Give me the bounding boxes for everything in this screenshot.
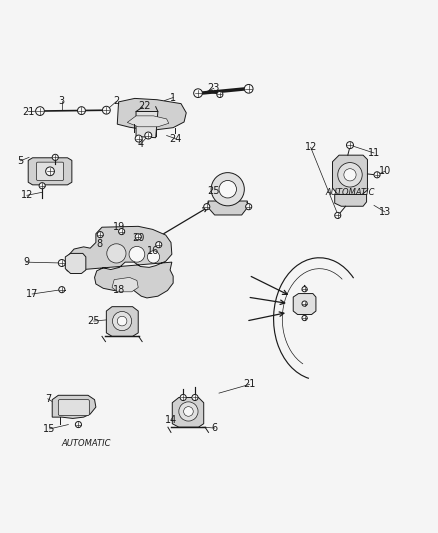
Polygon shape: [112, 277, 138, 292]
FancyBboxPatch shape: [58, 400, 89, 415]
Circle shape: [302, 287, 307, 292]
Circle shape: [246, 204, 252, 210]
Text: 14: 14: [165, 415, 177, 425]
Circle shape: [204, 204, 210, 210]
Text: 12: 12: [304, 142, 317, 152]
Text: 25: 25: [88, 316, 100, 326]
Circle shape: [119, 229, 125, 235]
Text: 20: 20: [132, 233, 145, 243]
Circle shape: [46, 167, 54, 176]
Circle shape: [75, 422, 81, 427]
Circle shape: [302, 301, 307, 306]
Circle shape: [52, 154, 58, 160]
Circle shape: [59, 287, 65, 293]
Circle shape: [344, 169, 356, 181]
Polygon shape: [172, 398, 204, 427]
Text: 22: 22: [138, 101, 151, 111]
Text: 2: 2: [113, 96, 120, 107]
Circle shape: [374, 172, 380, 178]
Polygon shape: [332, 155, 367, 195]
Circle shape: [35, 107, 44, 116]
Text: 11: 11: [368, 148, 380, 158]
Polygon shape: [67, 227, 173, 298]
Text: AUTOMATIC: AUTOMATIC: [61, 439, 110, 448]
Polygon shape: [106, 306, 138, 336]
Circle shape: [145, 132, 152, 139]
Circle shape: [335, 212, 341, 219]
Text: 8: 8: [97, 239, 103, 249]
Text: 19: 19: [113, 222, 126, 232]
Circle shape: [184, 407, 193, 416]
Text: 24: 24: [169, 134, 181, 143]
Text: 21: 21: [22, 107, 35, 117]
Polygon shape: [136, 111, 158, 138]
Polygon shape: [208, 201, 247, 215]
Circle shape: [58, 260, 65, 266]
Polygon shape: [293, 294, 316, 314]
Text: 13: 13: [379, 207, 391, 217]
Circle shape: [179, 402, 198, 421]
Circle shape: [148, 251, 159, 263]
Text: 17: 17: [26, 289, 38, 299]
Text: 12: 12: [21, 190, 33, 200]
Text: 21: 21: [244, 379, 256, 390]
Circle shape: [338, 163, 362, 187]
Circle shape: [219, 181, 237, 198]
Text: 3: 3: [59, 96, 65, 107]
Text: 15: 15: [43, 424, 56, 434]
Text: 7: 7: [45, 394, 51, 404]
Circle shape: [39, 183, 45, 189]
Text: 10: 10: [379, 166, 391, 176]
Circle shape: [155, 241, 162, 248]
Polygon shape: [127, 116, 169, 127]
Circle shape: [302, 316, 307, 321]
Text: 18: 18: [113, 285, 125, 295]
Circle shape: [135, 135, 142, 142]
Circle shape: [78, 107, 85, 115]
Circle shape: [129, 246, 145, 262]
Text: 9: 9: [23, 257, 29, 267]
Text: 4: 4: [138, 139, 144, 149]
Text: 16: 16: [147, 246, 159, 256]
Polygon shape: [335, 195, 367, 206]
Circle shape: [244, 84, 253, 93]
Text: 6: 6: [212, 423, 218, 433]
Circle shape: [346, 142, 353, 149]
Polygon shape: [28, 158, 72, 185]
Text: AUTOMATIC: AUTOMATIC: [325, 188, 375, 197]
Polygon shape: [65, 253, 86, 273]
Polygon shape: [117, 99, 186, 130]
Circle shape: [135, 234, 141, 240]
Circle shape: [194, 89, 202, 98]
Circle shape: [211, 173, 244, 206]
Text: 25: 25: [208, 187, 220, 196]
Circle shape: [180, 394, 186, 400]
Circle shape: [113, 311, 132, 330]
Circle shape: [117, 316, 127, 326]
Circle shape: [192, 394, 198, 400]
Text: 5: 5: [17, 156, 24, 166]
Polygon shape: [52, 395, 96, 418]
FancyBboxPatch shape: [36, 162, 64, 181]
Circle shape: [217, 92, 223, 98]
Circle shape: [97, 231, 103, 238]
Text: 23: 23: [208, 83, 220, 93]
Circle shape: [107, 244, 126, 263]
Circle shape: [102, 106, 110, 114]
Text: 1: 1: [170, 93, 176, 102]
